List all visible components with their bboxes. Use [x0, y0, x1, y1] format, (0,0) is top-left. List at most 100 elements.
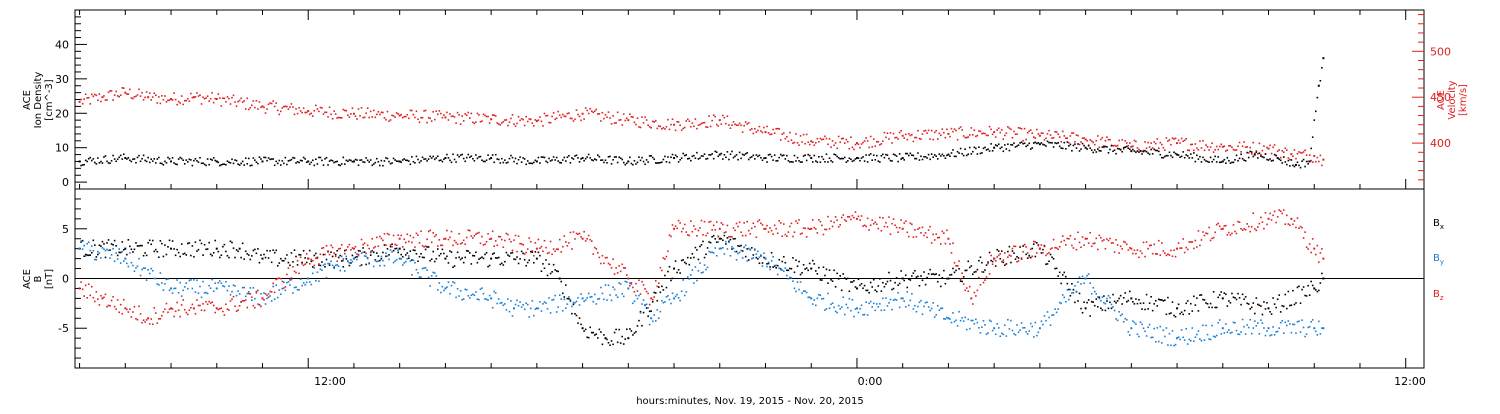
data-point-velocity — [446, 111, 448, 114]
data-point-bx — [344, 249, 346, 252]
data-point-density — [240, 162, 242, 165]
data-point-density — [494, 153, 497, 156]
data-point-velocity — [533, 125, 535, 127]
data-point-density — [461, 153, 463, 156]
data-point-by — [600, 286, 602, 289]
data-point-velocity — [197, 95, 200, 97]
data-point-velocity — [1098, 146, 1101, 149]
data-point-velocity — [907, 133, 910, 135]
data-point-bx — [888, 271, 890, 274]
data-point-bx — [699, 245, 701, 248]
data-point-by — [1095, 293, 1098, 295]
data-point-velocity — [679, 124, 681, 127]
data-point-bz — [1060, 241, 1063, 243]
data-point-bz — [880, 229, 883, 232]
data-point-bx — [664, 274, 666, 277]
data-point-bx — [156, 250, 159, 253]
data-point-by — [251, 299, 253, 301]
data-point-by — [578, 304, 581, 306]
data-point-bx — [319, 264, 322, 267]
data-point-velocity — [845, 138, 848, 141]
data-point-velocity — [990, 128, 992, 131]
data-point-velocity — [706, 126, 709, 129]
data-point-density — [1061, 147, 1064, 150]
data-point-bx — [135, 242, 137, 244]
data-point-bz — [264, 292, 267, 295]
data-point-bx — [897, 284, 899, 287]
data-point-density — [927, 153, 930, 156]
data-point-bx — [703, 256, 706, 259]
data-point-density — [763, 157, 765, 160]
data-point-by — [997, 327, 1000, 329]
data-point-velocity — [898, 131, 901, 134]
data-point-by — [688, 278, 691, 280]
data-point-by — [1212, 335, 1215, 338]
data-point-by — [1295, 332, 1297, 334]
data-point-velocity — [1278, 149, 1280, 151]
data-point-bz — [533, 254, 535, 257]
data-point-density — [386, 157, 389, 160]
data-point-density — [889, 159, 892, 162]
data-point-bx — [94, 244, 96, 246]
data-point-density — [1139, 149, 1142, 152]
data-point-bz — [121, 312, 124, 315]
data-point-bz — [171, 308, 174, 310]
data-point-density — [795, 160, 797, 162]
data-point-bz — [1180, 247, 1183, 249]
data-point-bx — [592, 331, 595, 334]
data-point-by — [1286, 324, 1288, 327]
data-point-density — [520, 161, 523, 163]
data-point-density — [1129, 148, 1131, 151]
data-point-bx — [1083, 301, 1085, 304]
data-point-density — [1317, 84, 1320, 87]
data-point-by — [1173, 344, 1175, 347]
data-point-bx — [161, 242, 163, 245]
data-point-bz — [127, 311, 130, 313]
data-point-density — [112, 154, 114, 157]
data-point-density — [1125, 145, 1128, 148]
data-point-velocity — [1281, 149, 1284, 152]
data-point-velocity — [819, 137, 822, 140]
data-point-density — [531, 162, 534, 165]
data-point-bx — [453, 265, 456, 267]
data-point-velocity — [1135, 140, 1137, 143]
data-point-bx — [557, 270, 560, 273]
data-point-density — [1311, 136, 1314, 138]
data-point-by — [860, 304, 863, 307]
data-point-bx — [455, 257, 457, 259]
data-point-bx — [1254, 312, 1256, 315]
data-point-density — [159, 162, 162, 165]
data-point-bz — [662, 257, 665, 259]
data-point-velocity — [1005, 132, 1008, 134]
data-point-bz — [499, 236, 502, 238]
data-point-velocity — [119, 94, 122, 97]
data-point-bz — [549, 240, 552, 243]
data-point-by — [584, 299, 587, 301]
data-point-bx — [697, 258, 700, 261]
data-point-density — [526, 160, 529, 162]
data-point-bx — [255, 252, 258, 255]
data-point-bz — [298, 272, 300, 275]
data-point-bx — [1045, 263, 1047, 266]
data-point-bz — [112, 295, 114, 298]
data-point-by — [1203, 339, 1206, 341]
data-point-by — [1243, 325, 1245, 328]
x-tick-label-12-00-day2: 12:00 — [1394, 375, 1426, 388]
data-point-bz — [786, 235, 788, 237]
data-point-bx — [686, 256, 689, 259]
data-point-density — [1258, 152, 1261, 155]
data-point-bx — [298, 253, 300, 256]
data-point-density — [1266, 158, 1268, 161]
data-point-velocity — [97, 99, 99, 102]
data-point-by — [318, 280, 320, 282]
data-point-bz — [914, 228, 916, 231]
data-point-velocity — [1292, 155, 1294, 158]
data-point-bz — [862, 225, 864, 228]
data-point-bx — [190, 254, 192, 257]
data-point-bz — [1162, 250, 1165, 252]
data-point-density — [632, 163, 634, 166]
data-point-density — [177, 158, 180, 160]
data-point-velocity — [1101, 136, 1104, 139]
data-point-bx — [889, 279, 892, 282]
data-point-velocity — [264, 112, 267, 114]
